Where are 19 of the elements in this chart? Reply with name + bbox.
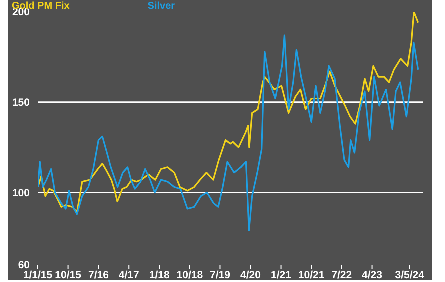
- x-tick-label: 4/20: [240, 269, 262, 282]
- x-tick-label: 4/23: [362, 269, 383, 282]
- text: Silver: [148, 1, 176, 12]
- y-tick-label: 100: [12, 187, 30, 200]
- y-tick-label: 60: [18, 260, 30, 272]
- x-tick-label: 1/18: [149, 269, 170, 282]
- line-series: [38, 12, 420, 214]
- x-tick-label: 3/5/24: [395, 269, 425, 282]
- x-tick-label: 10/18: [176, 269, 204, 282]
- x-tick-label: 7/22: [332, 269, 352, 282]
- x-tick-label: 10/21: [298, 269, 325, 282]
- x-tick-label: 10/15: [55, 269, 82, 282]
- x-tick-label: 7/16: [88, 269, 110, 282]
- x-tick-label: 1/1/15: [23, 269, 53, 282]
- x-tick-label: 4/17: [118, 269, 140, 282]
- y-tick-label: 150: [12, 97, 30, 110]
- line-series: [38, 34, 420, 232]
- x-tick-label: 1/21: [271, 269, 292, 282]
- x-tick-label: 7/19: [210, 269, 231, 282]
